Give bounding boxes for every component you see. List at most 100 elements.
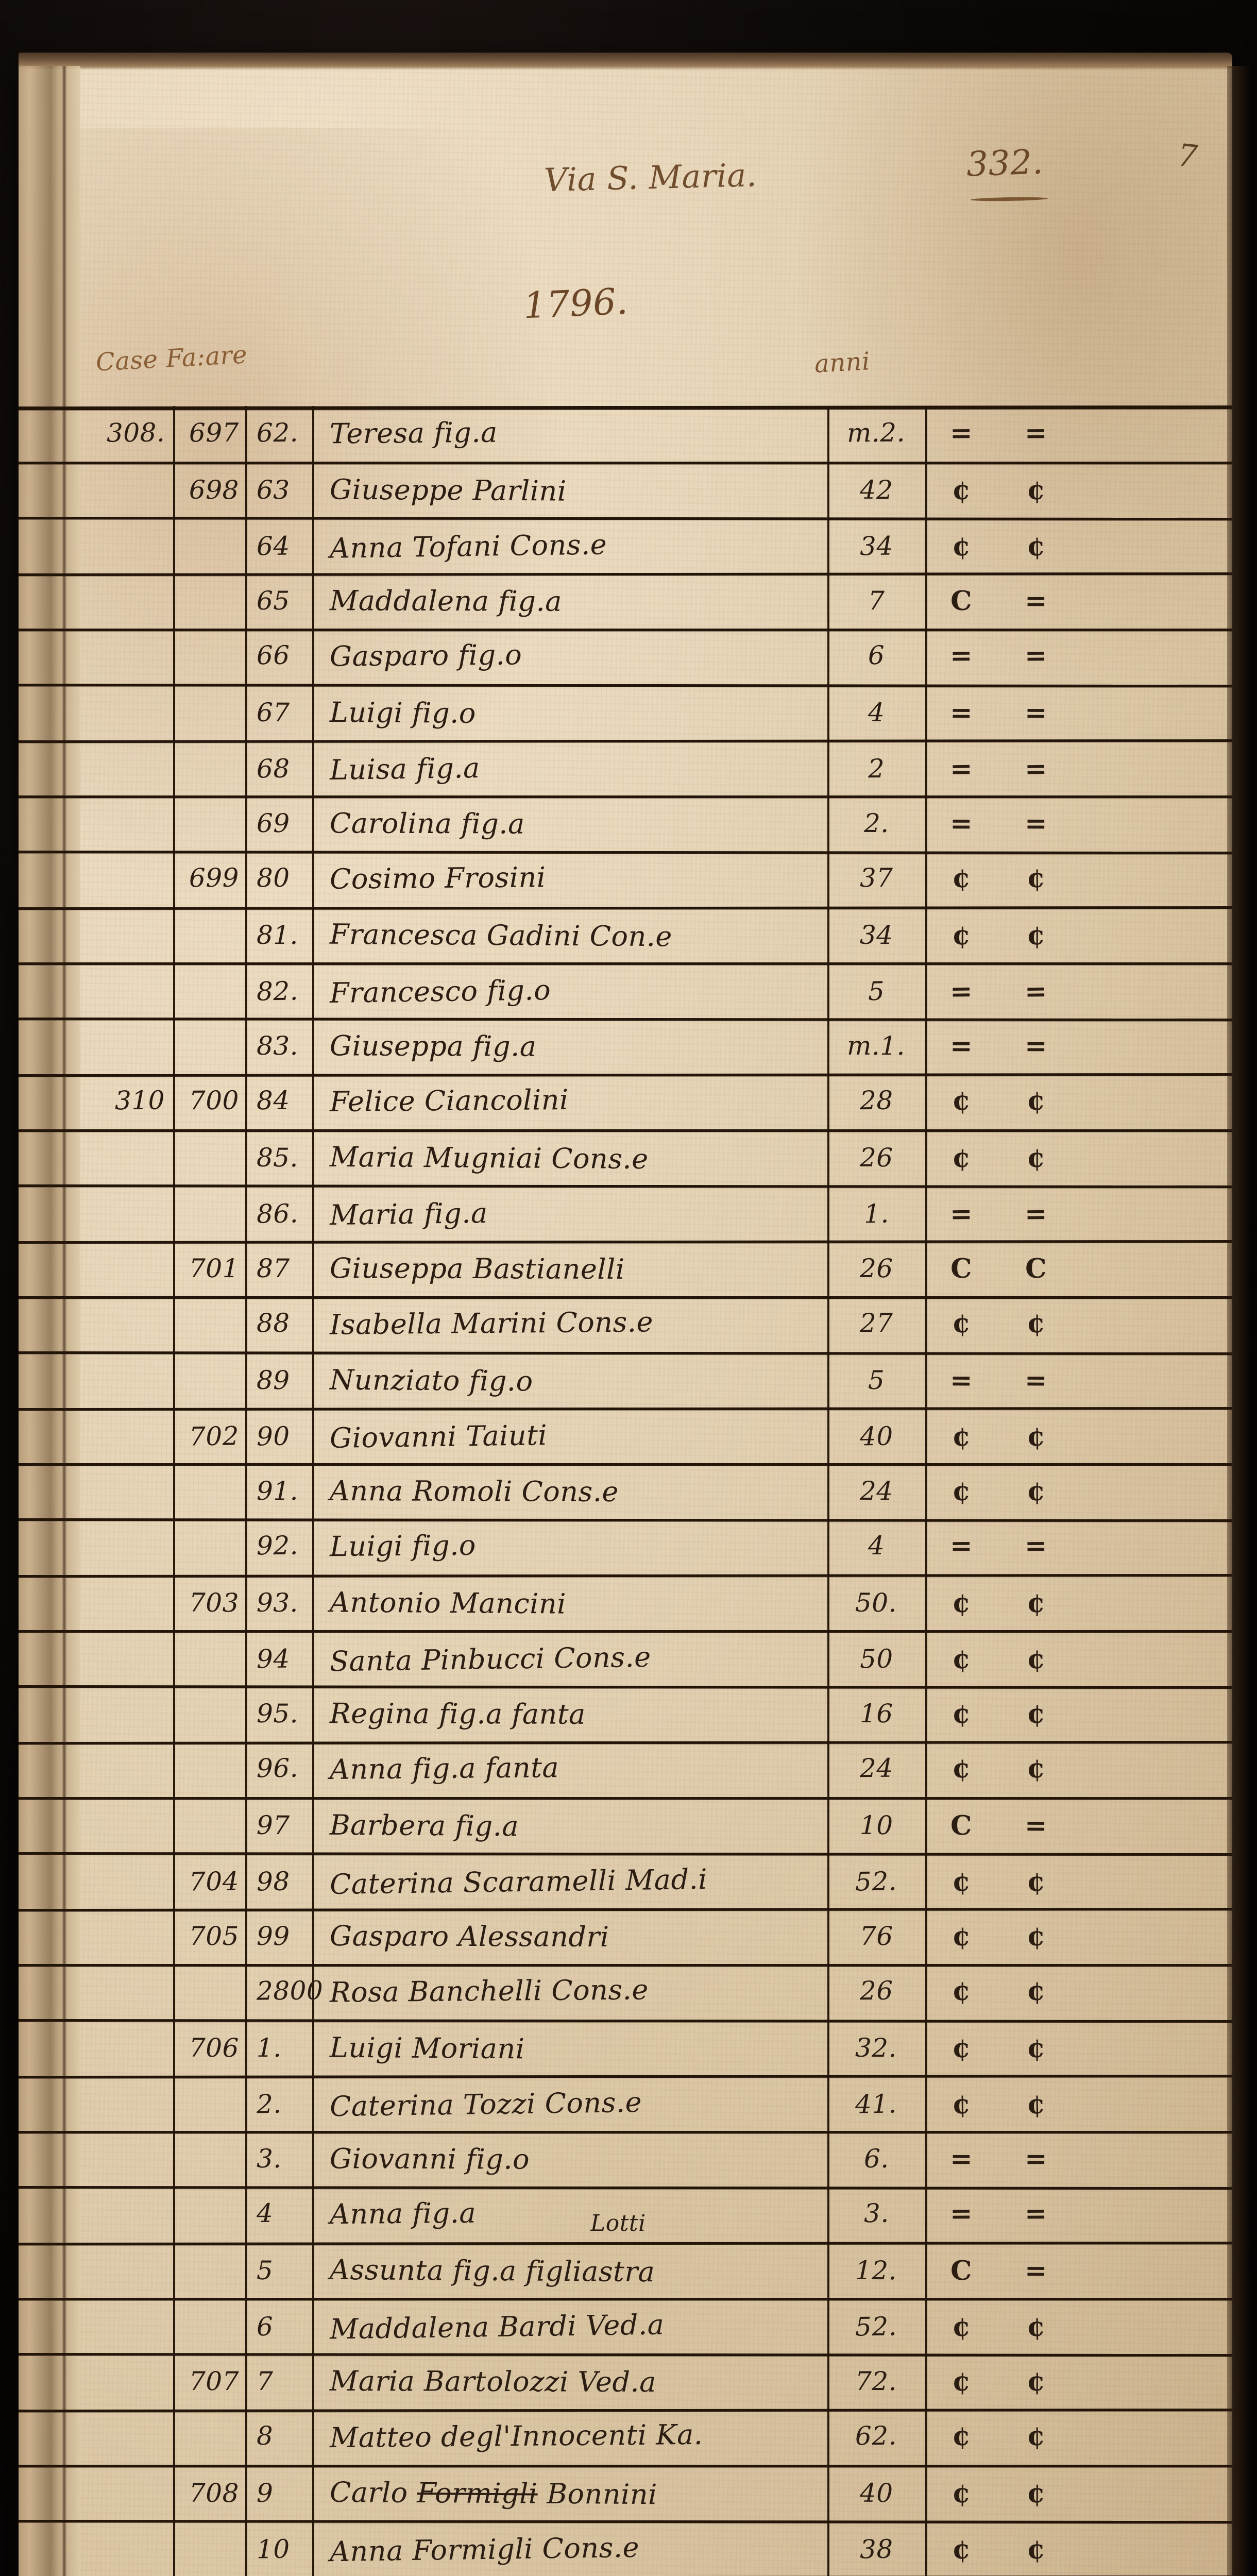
cell-casa <box>19 517 173 573</box>
table-row[interactable]: 83. Giuseppa fig.a m.1. = = <box>19 1018 1232 1074</box>
cell-sacramento-1: ¢ <box>952 1698 971 1730</box>
cell-nome: Giuseppa fig.a <box>329 1029 537 1063</box>
cell-famiglia <box>173 2131 245 2187</box>
cell-sacramento-1: = <box>949 1198 973 1230</box>
binding-fold <box>62 66 67 2576</box>
binding-gutter <box>19 66 80 2576</box>
cell-nome: Carolina fig.a <box>329 806 525 840</box>
cell-casa <box>19 573 173 629</box>
table-row[interactable]: 698 63 Giuseppe Parlini 42 ¢ ¢ <box>19 462 1232 517</box>
page-number: 332. <box>965 142 1044 184</box>
table-row[interactable]: 2. Caterina Tozzi Cons.e 41. ¢ ¢ <box>19 2075 1232 2131</box>
table-row[interactable]: 707 7 Maria Bartolozzi Ved.a 72. ¢ ¢ <box>19 2353 1232 2409</box>
page-number-underline <box>970 196 1048 202</box>
cell-casa <box>19 1296 173 1352</box>
cell-numero: 87 <box>256 1253 290 1284</box>
cell-sacramento-1: ¢ <box>952 2420 971 2452</box>
cell-sacramento-2: ¢ <box>1026 1866 1046 1897</box>
table-row[interactable]: 699 80 Cosimo Frosini 37 ¢ ¢ <box>19 851 1232 907</box>
table-row[interactable]: 2800 Rosa Banchelli Cons.e 26 ¢ ¢ <box>19 1964 1232 2020</box>
cell-anni: 41. <box>855 2089 897 2120</box>
table-row[interactable]: 10 Anna Formigli Cons.e 38 ¢ ¢ <box>19 2520 1232 2576</box>
table-row[interactable]: 86. Maria fig.a 1. = = <box>19 1185 1232 1241</box>
table-row[interactable]: 69 Carolina fig.a 2. = = <box>19 795 1232 851</box>
cell-nome: Francesco fig.o <box>329 973 551 1009</box>
cell-numero: 82. <box>256 976 299 1007</box>
table-row[interactable]: 95. Regina fig.a fanta 16 ¢ ¢ <box>19 1686 1232 1741</box>
table-row[interactable]: 703 93. Antonio Mancini 50. ¢ ¢ <box>19 1574 1232 1630</box>
cell-famiglia <box>173 1352 245 1408</box>
cell-numero: 69 <box>256 808 290 839</box>
table-row[interactable]: 64 Anna Tofani Cons.e 34 ¢ ¢ <box>19 517 1232 573</box>
table-row[interactable]: 310 700 84 Felice Ciancolini 28 ¢ ¢ <box>19 1074 1232 1129</box>
cell-sacramento-2: ¢ <box>1026 1307 1046 1339</box>
table-row[interactable]: 94 Santa Pinbucci Cons.e 50 ¢ ¢ <box>19 1630 1232 1686</box>
row-rule <box>19 962 1232 965</box>
cell-sacramento-2: = <box>1024 1809 1048 1841</box>
table-row[interactable]: 708 9 Carlo Formigli Bonnini 40 ¢ ¢ <box>19 2465 1232 2520</box>
table-row[interactable]: 4 Anna fig.a Lotti 3. = = <box>19 2187 1232 2242</box>
cell-casa <box>19 795 173 851</box>
cell-casa <box>19 1352 173 1408</box>
row-rule <box>19 462 1232 464</box>
cell-sacramento-2: ¢ <box>1026 2420 1046 2452</box>
cell-anni: 50. <box>855 1587 897 1618</box>
table-row[interactable]: 81. Francesca Gadini Con.e 34 ¢ ¢ <box>19 907 1232 962</box>
cell-famiglia <box>173 2520 245 2576</box>
year-label: 1796. <box>522 280 629 327</box>
cell-casa <box>19 1574 173 1630</box>
cell-numero: 5 <box>256 2255 274 2286</box>
table-row[interactable]: 88 Isabella Marini Cons.e 27 ¢ ¢ <box>19 1296 1232 1352</box>
cell-sacramento-2: = <box>1024 2255 1048 2286</box>
table-row[interactable]: 3. Giovanni fig.o 6. = = <box>19 2131 1232 2187</box>
table-row[interactable]: 67 Luigi fig.o 4 = = <box>19 684 1232 740</box>
cell-famiglia <box>173 2409 245 2465</box>
cell-numero: 62. <box>256 417 299 448</box>
cell-nome: Cosimo Frosini <box>329 860 546 895</box>
cell-nome: Antonio Mancini <box>329 1585 567 1620</box>
cell-numero: 68 <box>256 753 291 784</box>
cell-casa <box>19 462 173 517</box>
cell-numero: 84 <box>256 1085 290 1116</box>
cell-sacramento-2: ¢ <box>1026 530 1046 562</box>
cell-casa <box>19 1129 173 1185</box>
table-row[interactable]: 8 Matteo degl'Innocenti Ka. 62. ¢ ¢ <box>19 2409 1232 2465</box>
cell-sacramento-1: = <box>949 697 973 728</box>
table-row[interactable]: 5 Assunta fig.a figliastra 12. C = <box>19 2242 1232 2298</box>
table-row[interactable]: 705 99 Gasparo Alessandri 76 ¢ ¢ <box>19 1908 1232 1964</box>
cell-nome: Anna Tofani Cons.e <box>329 528 607 565</box>
cell-casa <box>19 851 173 907</box>
cell-numero: 10 <box>256 2534 291 2565</box>
table-row[interactable]: 701 87 Giuseppa Bastianelli 26 C C <box>19 1241 1232 1296</box>
table-row[interactable]: 6 Maddalena Bardi Ved.a 52. ¢ ¢ <box>19 2298 1232 2353</box>
cell-sacramento-1: = <box>949 975 973 1007</box>
table-row[interactable]: 92. Luigi fig.o 4 = = <box>19 1519 1232 1574</box>
table-row[interactable]: 702 90 Giovanni Taiuti 40 ¢ ¢ <box>19 1408 1232 1463</box>
table-row[interactable]: 65 Maddalena fig.a 7 C = <box>19 573 1232 629</box>
table-row[interactable]: 704 98 Caterina Scaramelli Mad.i 52. ¢ ¢ <box>19 1853 1232 1908</box>
cell-numero: 64 <box>256 531 291 562</box>
table-row[interactable]: 66 Gasparo fig.o 6 = = <box>19 629 1232 684</box>
table-row[interactable]: 97 Barbera fig.a 10 C = <box>19 1797 1232 1853</box>
cell-nome: Francesca Gadini Con.e <box>329 918 673 953</box>
table-row[interactable]: 89 Nunziato fig.o 5 = = <box>19 1352 1232 1408</box>
cell-sacramento-2: = <box>1024 975 1048 1007</box>
cell-anni: 24 <box>859 1753 893 1784</box>
cell-anni: 26 <box>859 1253 893 1284</box>
cell-anni: 37 <box>859 862 893 893</box>
cell-famiglia <box>173 2298 245 2353</box>
cell-nome: Regina fig.a fanta <box>329 1697 586 1731</box>
table-row[interactable]: 85. Maria Mugniai Cons.e 26 ¢ ¢ <box>19 1129 1232 1185</box>
table-row[interactable]: 308. 697 62. Teresa fig.a m.2. = = <box>19 406 1232 462</box>
cell-numero: 2. <box>256 2089 282 2120</box>
table-row[interactable]: 82. Francesco fig.o 5 = = <box>19 962 1232 1018</box>
table-row[interactable]: 96. Anna fig.a fanta 24 ¢ ¢ <box>19 1741 1232 1797</box>
cell-casa <box>19 2409 173 2465</box>
table-row[interactable]: 706 1. Luigi Moriani 32. ¢ ¢ <box>19 2020 1232 2075</box>
cell-sacramento-1: ¢ <box>952 1475 971 1507</box>
table-row[interactable]: 68 Luisa fig.a 2 = = <box>19 740 1232 795</box>
cell-casa <box>19 1741 173 1797</box>
cell-nome: Luigi fig.o <box>329 696 477 730</box>
cell-nome: Anna fig.a Lotti <box>329 2196 646 2236</box>
table-row[interactable]: 91. Anna Romoli Cons.e 24 ¢ ¢ <box>19 1463 1232 1519</box>
